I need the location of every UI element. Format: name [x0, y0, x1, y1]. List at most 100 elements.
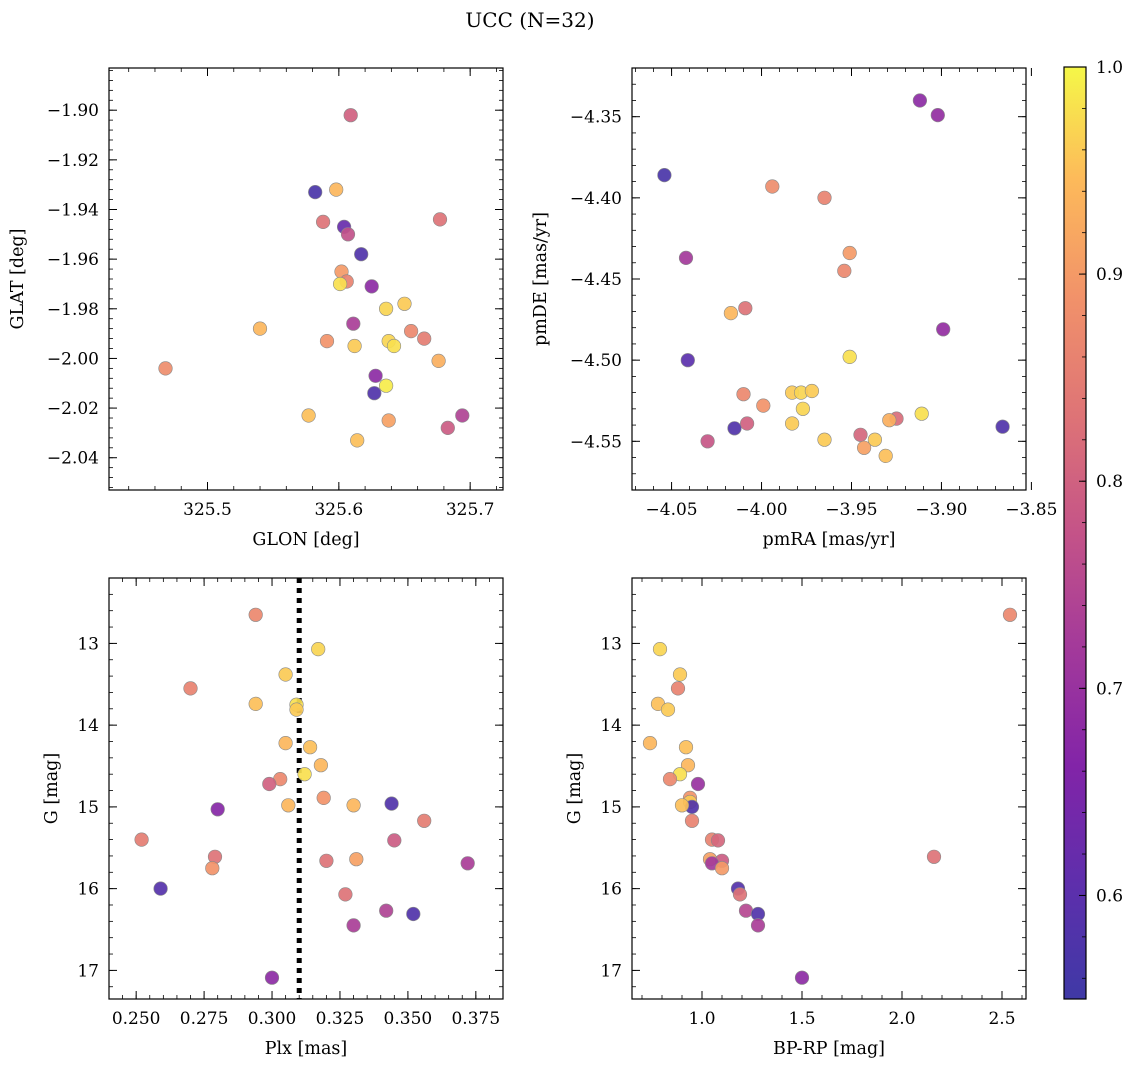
data-point [379, 378, 394, 393]
data-point [678, 250, 694, 265]
data-point [738, 903, 754, 918]
data-point [817, 432, 832, 447]
figure-title: UCC (N=32) [465, 8, 594, 32]
data-point [795, 401, 811, 416]
y-tick-label: 14 [600, 716, 622, 736]
y-tick-label: −1.94 [47, 200, 99, 220]
data-point [440, 420, 455, 436]
data-point [384, 796, 399, 811]
data-point [308, 185, 323, 200]
colorbar-tick-label: 0.6 [1096, 886, 1123, 906]
data-point [397, 296, 412, 311]
x-tick-label: 1.0 [688, 1009, 715, 1029]
data-point [386, 338, 402, 354]
data-point [333, 276, 348, 292]
data-point [379, 903, 394, 918]
colorbar-tick-label: 0.8 [1096, 472, 1123, 492]
data-point [338, 887, 353, 902]
data-point [930, 107, 945, 123]
y-tick-label: 16 [600, 880, 622, 900]
data-point [183, 681, 198, 696]
data-point [710, 833, 726, 848]
y-axis-label: pmDE [mas/yr] [531, 212, 551, 346]
x-tick-label: −3.85 [1005, 500, 1057, 520]
x-tick-label: 0.275 [180, 1009, 229, 1029]
data-point [674, 798, 690, 813]
data-point [756, 398, 771, 413]
data-point [311, 641, 326, 657]
data-point [248, 607, 263, 622]
y-tick-label: 14 [77, 716, 99, 736]
panel-glon-glat: 325.5 325.6 325.7 −1.90 −1.92 −1.94 −1.96 −1.98… [8, 67, 504, 550]
data-point [404, 324, 419, 339]
x-tick-label: 0.375 [451, 1009, 500, 1029]
panel-plx-g: 0.250 0.275 0.300 0.325 0.350 0.375 13 14 15 16 17… [42, 577, 504, 1059]
data-point [281, 798, 296, 813]
panel-pmra-pmde: −4.05 −4.00 −3.95 −3.90 −3.85 −4.35 −4.40 −4.45… [531, 67, 1057, 550]
data-point [432, 212, 448, 227]
data-point [264, 970, 280, 985]
data-point [364, 279, 379, 294]
y-tick-label: −4.35 [570, 108, 622, 128]
x-tick-label: −3.90 [915, 500, 967, 520]
y-tick-label: −4.50 [570, 351, 622, 371]
x-axis-label: GLON [deg] [252, 530, 359, 550]
data-point [319, 853, 334, 868]
y-tick-label: −4.40 [570, 189, 622, 209]
data-point [657, 168, 672, 183]
y-tick-label: −1.98 [47, 300, 99, 320]
y-tick-label: −4.45 [570, 270, 622, 290]
data-point [842, 245, 857, 261]
data-point [642, 735, 658, 751]
x-tick-label: 0.300 [248, 1009, 297, 1029]
data-point [995, 419, 1010, 434]
data-point [926, 849, 942, 864]
data-point [431, 353, 446, 369]
x-axis-label: pmRA [mas/yr] [763, 530, 896, 550]
data-point [319, 334, 335, 349]
x-tick-label: 325.7 [446, 500, 495, 520]
colorbar-tick-label: 0.7 [1096, 679, 1123, 699]
data-point [660, 702, 676, 717]
data-point [460, 856, 475, 871]
data-point [303, 740, 318, 755]
y-axis-label: GLAT [deg] [8, 229, 28, 330]
data-point [732, 887, 748, 902]
x-tick-label: −4.05 [646, 500, 698, 520]
data-point [406, 906, 421, 922]
data-point [379, 301, 394, 316]
data-point [278, 735, 293, 751]
data-point [349, 852, 364, 867]
y-tick-label: 13 [600, 634, 622, 654]
data-point [662, 771, 678, 787]
data-point [680, 353, 695, 368]
data-point [278, 667, 293, 682]
data-point [856, 440, 872, 455]
data-point [347, 338, 362, 354]
data-point [313, 758, 329, 773]
data-point [252, 321, 268, 336]
y-axis-label: G [mag] [565, 753, 585, 824]
data-point [350, 433, 365, 448]
data-point [134, 832, 149, 847]
data-point [727, 421, 742, 436]
x-axis-label: Plx [mas] [265, 1039, 347, 1059]
data-point [914, 406, 929, 421]
data-point [738, 301, 753, 316]
colorbar-gradient [1064, 67, 1086, 999]
x-axis-label: BP-RP [mag] [773, 1039, 885, 1059]
colorbar-tick-label: 0.9 [1096, 265, 1123, 285]
data-point [343, 108, 358, 123]
data-point [750, 918, 766, 933]
data-point [936, 322, 951, 337]
y-tick-label: −4.55 [570, 432, 622, 452]
data-point [723, 306, 739, 321]
y-tick-label: 16 [77, 880, 99, 900]
data-point [346, 316, 361, 331]
colorbar: 0.6 0.7 0.8 0.9 1.0 [1063, 58, 1123, 1000]
y-tick-label: 15 [77, 798, 99, 818]
data-point [684, 813, 700, 828]
y-tick-label: −1.90 [47, 101, 99, 121]
data-point [367, 386, 382, 401]
